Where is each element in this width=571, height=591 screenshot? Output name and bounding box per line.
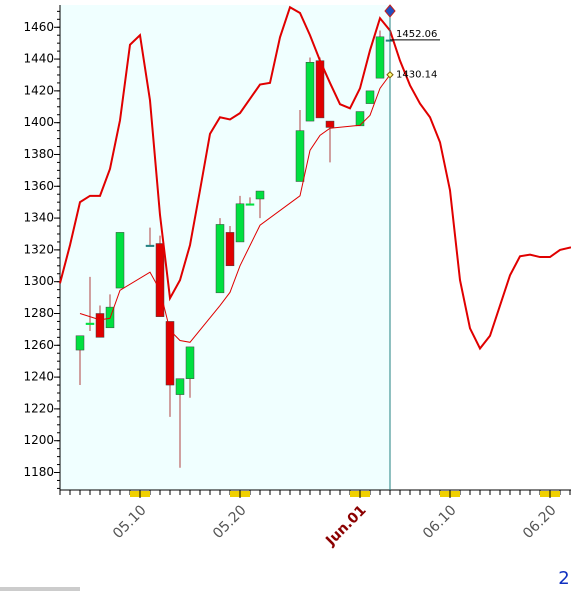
candle-body <box>95 313 105 338</box>
y-tick-label: 1400 <box>23 115 54 129</box>
last-close-label: 1452.06 <box>396 29 437 40</box>
candle-body <box>215 224 225 294</box>
history-area <box>60 5 390 490</box>
y-tick-label: 1460 <box>23 20 54 34</box>
candle-body <box>175 378 185 395</box>
candle-body <box>225 232 235 267</box>
y-tick-label: 1440 <box>23 52 54 66</box>
y-tick-label: 1320 <box>23 242 54 256</box>
page-number: 2 <box>558 568 569 589</box>
y-tick-label: 1180 <box>23 465 54 479</box>
x-tick-label: 06.10 <box>420 502 460 542</box>
candle-body <box>245 203 255 206</box>
candle-body <box>165 321 175 386</box>
line <box>59 5 571 351</box>
y-tick-label: 1300 <box>23 274 54 288</box>
y-tick-label: 1220 <box>23 401 54 415</box>
candle-body <box>75 335 85 351</box>
candle-body <box>255 190 265 200</box>
y-tick-label: 1380 <box>23 147 54 161</box>
x-tick-label: Jun.01 <box>322 502 369 549</box>
x-tick-label: 06.20 <box>520 502 560 542</box>
candle-body <box>145 244 155 247</box>
line <box>79 74 391 343</box>
ma-marker <box>386 71 394 79</box>
candle-body <box>295 130 305 182</box>
marker <box>384 4 396 18</box>
candle-body <box>365 90 375 104</box>
x-tick-label: 05.20 <box>210 502 250 542</box>
candle-body <box>235 203 245 243</box>
y-tick-label: 1360 <box>23 179 54 193</box>
candle-body <box>325 120 335 128</box>
candle-body <box>355 111 365 127</box>
candle-body <box>375 36 385 79</box>
candle-body <box>115 232 125 289</box>
y-tick-label: 1420 <box>23 83 54 97</box>
candle-body <box>85 322 95 325</box>
x-tick-label: 05.10 <box>110 502 150 542</box>
y-tick-label: 1240 <box>23 370 54 384</box>
y-tick-label: 1260 <box>23 338 54 352</box>
candle-body <box>155 243 165 317</box>
y-tick-label: 1340 <box>23 211 54 225</box>
y-tick-label: 1200 <box>23 433 54 447</box>
candle-body <box>305 61 315 122</box>
candle-body <box>185 346 195 379</box>
y-tick-label: 1280 <box>23 306 54 320</box>
last-ma-label: 1430.14 <box>396 70 437 81</box>
scrollbar <box>0 587 80 591</box>
